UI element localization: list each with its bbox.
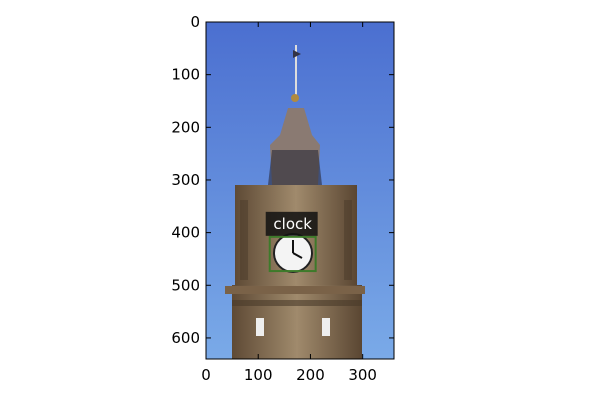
y-tick-label: 500 [171, 276, 200, 294]
y-tick-label: 100 [171, 66, 200, 84]
photo [206, 22, 394, 359]
y-tick-label: 400 [171, 224, 200, 242]
x-tick-label: 100 [244, 366, 273, 384]
bounding-box [268, 235, 317, 273]
box-label: clock [273, 215, 312, 233]
x-tick-label: 200 [296, 366, 325, 384]
label-background [265, 211, 318, 236]
x-tick-label: 300 [348, 366, 377, 384]
y-tick-label: 600 [171, 329, 200, 347]
y-tick-label: 200 [171, 118, 200, 136]
y-tick-label: 0 [190, 13, 200, 31]
y-tick-label: 300 [171, 171, 200, 189]
x-tick-label: 0 [201, 366, 211, 384]
axes-frame [205, 21, 395, 360]
